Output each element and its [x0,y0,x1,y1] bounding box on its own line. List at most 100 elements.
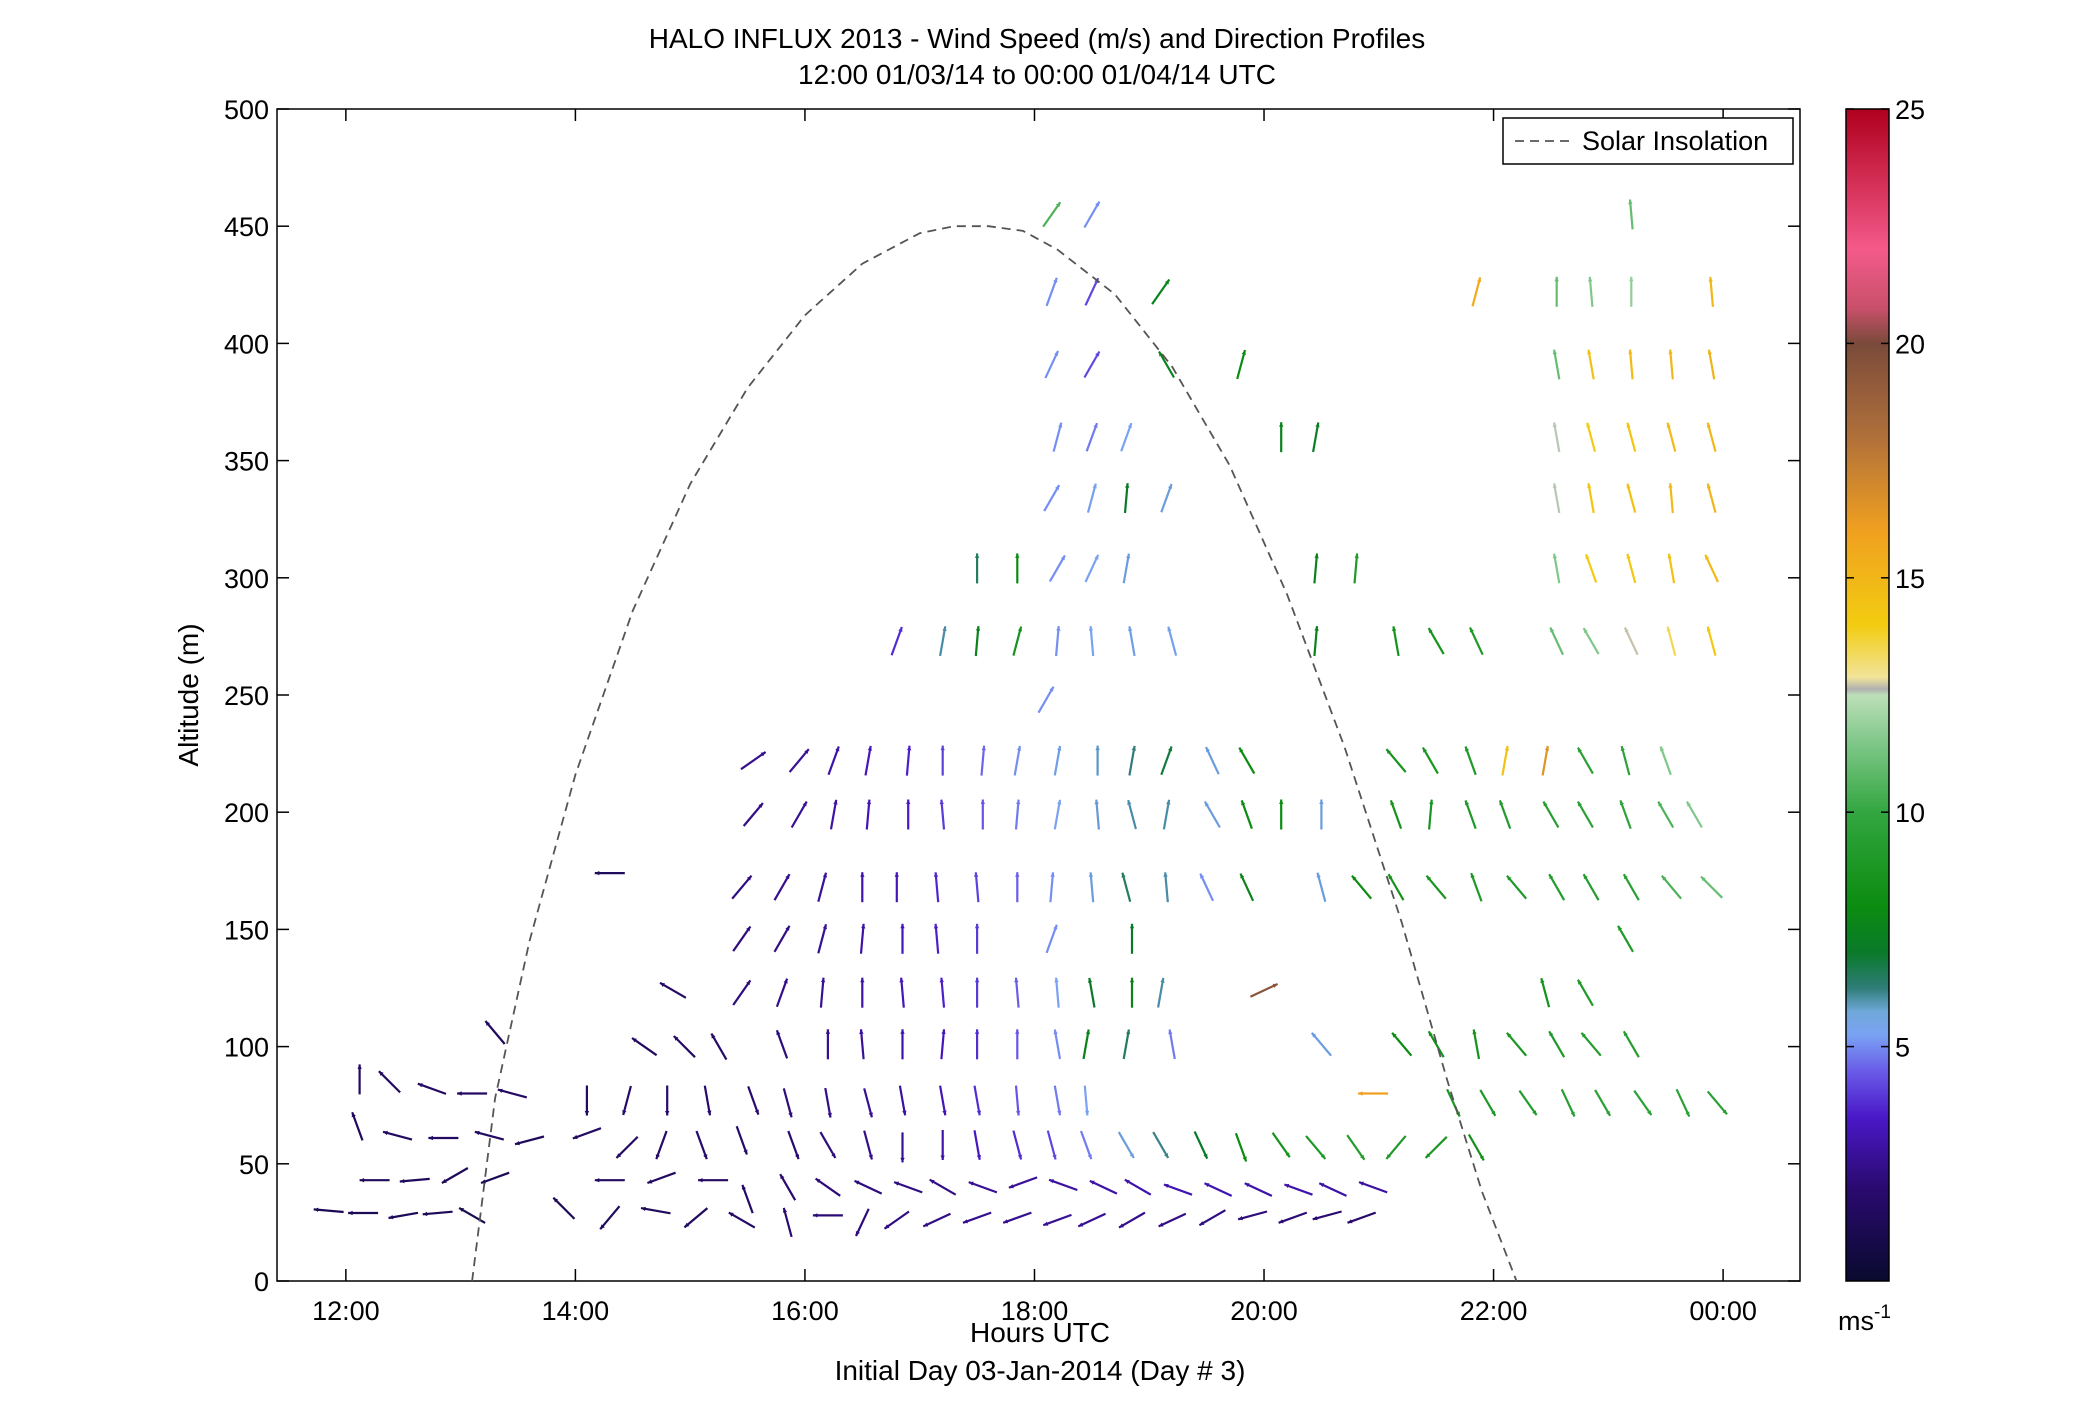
wind-vector [790,801,808,829]
wind-vector [622,1085,632,1116]
wind-vector [933,923,940,954]
wind-vector [1582,873,1600,901]
wind-vector [1015,553,1020,584]
wind-vector [740,751,767,771]
wind-vector [812,1213,843,1218]
wind-vector [974,1029,980,1060]
wind-vector [1124,1178,1152,1196]
wind-vector [1576,979,1594,1007]
wind-vector [1659,746,1672,776]
wind-vector [1587,349,1595,380]
wind-vector [899,977,905,1008]
wind-vector [1617,925,1634,953]
y-tick-label: 150 [224,915,269,945]
wind-vector [1238,747,1256,775]
wind-vector [615,1136,639,1159]
wind-vector [1471,277,1482,307]
wind-vector [683,1207,709,1229]
colorbar-unit-exp: -1 [1874,1302,1891,1323]
wind-vector [1239,873,1255,902]
wind-vector [1469,627,1484,656]
wind-vector [1626,553,1637,584]
wind-vector [859,1029,865,1060]
wind-vector [1392,626,1400,657]
wind-vector [1015,1029,1020,1060]
x-tick-label: 22:00 [1460,1296,1528,1326]
wind-vector [484,1020,506,1045]
wind-vector [1548,873,1566,901]
wind-vector [1045,924,1058,954]
wind-vector [1095,745,1100,776]
y-axis-label: Altitude (m) [173,623,204,766]
wind-vector [1346,1134,1366,1161]
wind-vector [1086,483,1097,513]
wind-vector [900,1132,905,1163]
wind-vector [1518,1089,1538,1116]
wind-vector [417,1082,447,1095]
wind-vector [572,1127,602,1140]
wind-vector [1622,1030,1640,1058]
wind-vector [824,1087,832,1118]
wind-vector [980,745,986,776]
wind-vector [1706,422,1717,452]
wind-vector [1162,799,1171,830]
wind-vector [775,1029,789,1059]
wind-vector [1055,626,1061,657]
wind-vector [1054,977,1060,1008]
wind-vector [1244,1182,1273,1197]
wind-vector [1552,422,1561,453]
wind-vector [863,1088,873,1118]
wind-vector [497,1088,528,1099]
wind-vector [382,1130,413,1141]
wind-vector [1163,872,1169,903]
wind-vector [480,1171,510,1185]
wind-vector [1667,553,1676,584]
wind-vector [864,745,872,776]
wind-vector [1427,627,1445,655]
wind-vector [973,1085,982,1116]
wind-vector [1700,875,1723,899]
wind-vector [1666,626,1677,656]
wind-vector [1008,1176,1038,1189]
wind-vector [1560,1088,1576,1117]
wind-vector [940,745,945,776]
wind-vector [1278,1211,1308,1224]
chart-title: HALO INFLUX 2013 - Wind Speed (m/s) and … [649,23,1426,54]
wind-vector [1387,873,1405,901]
wind-vector [1237,1210,1268,1221]
wind-vector [1117,1131,1135,1159]
wind-vector [735,1125,748,1155]
wind-vector [1310,1032,1332,1057]
wind-vector [1425,874,1447,900]
y-tick-label: 350 [224,447,269,477]
x-tick-label: 14:00 [542,1296,610,1326]
x-tick-label: 00:00 [1689,1296,1757,1326]
wind-vector [1623,627,1639,656]
wind-vector [782,1088,793,1118]
colorbar-unit: ms-1 [1838,1302,1891,1336]
wind-vector [1158,350,1175,379]
wind-vector [1088,872,1095,903]
wind-vector [1249,983,1279,998]
wind-vector [1464,746,1477,776]
wind-vector [860,977,865,1008]
colorbar-gradient [1845,108,1890,1282]
wind-vector [1506,1032,1528,1057]
wind-vector [980,799,985,830]
plot-frame [276,108,1801,1282]
wind-vector [1464,800,1477,829]
wind-vector [655,1130,668,1160]
wind-vector [1048,554,1066,582]
wind-vector [1629,276,1634,307]
wind-vector [1312,422,1320,453]
wind-vector [1044,350,1059,379]
wind-vector [1199,873,1214,902]
wind-vector [474,1130,505,1141]
wind-vector [1084,554,1100,583]
wind-vector [1234,1132,1248,1162]
wind-vector [817,924,828,954]
x-axis-label: Hours UTC [970,1317,1110,1348]
wind-vector [348,1210,379,1216]
wind-vector [1053,745,1062,776]
wind-vector [313,1207,344,1214]
